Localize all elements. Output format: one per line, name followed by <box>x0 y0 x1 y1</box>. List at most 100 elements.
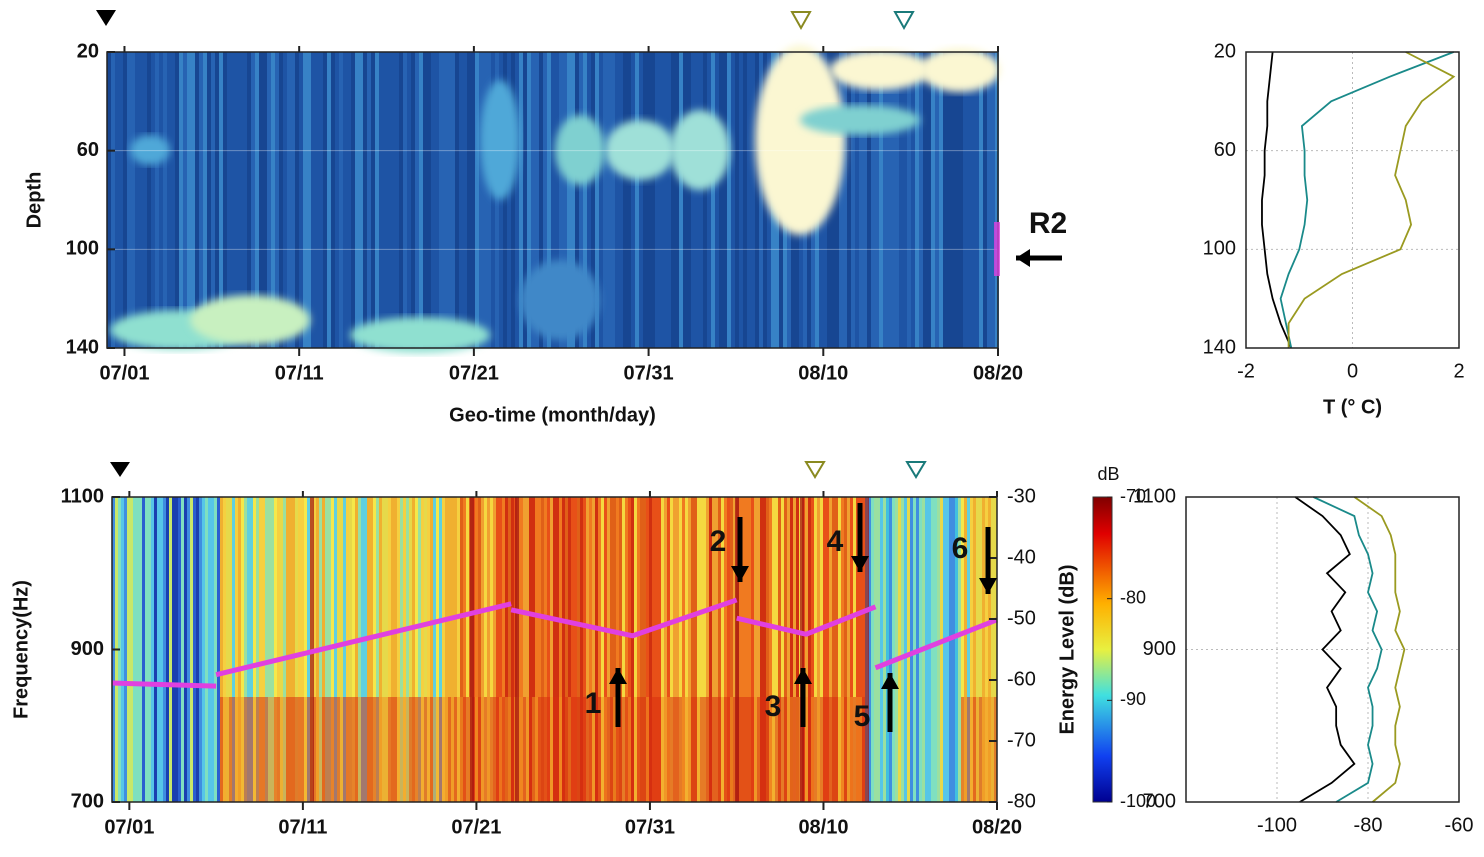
heatmap-cell <box>334 697 337 802</box>
heatmap-cell <box>835 497 838 802</box>
heatmap-cell <box>443 52 447 348</box>
heatmap-cell <box>655 497 658 802</box>
annotation-arrowhead <box>979 578 997 594</box>
heatmap-cell <box>721 697 724 802</box>
annotation: 4 <box>827 525 844 558</box>
heatmap-cell <box>217 497 220 802</box>
heatmap-cell <box>430 697 433 802</box>
heatmap-cell <box>274 697 277 802</box>
heatmap-cell <box>349 497 352 802</box>
heatmap-cell <box>967 497 970 802</box>
heatmap-cell <box>319 52 323 348</box>
heatmap-cell <box>733 497 736 802</box>
heatmap-cell <box>130 497 133 802</box>
heatmap-cell <box>937 497 940 802</box>
heatmap-cell <box>667 697 670 802</box>
heatmap-cell <box>910 497 913 802</box>
heatmap-cell <box>131 52 135 348</box>
heatmap-cell <box>559 52 563 348</box>
heatmap-cell <box>292 697 295 802</box>
heatmap-cell <box>829 497 832 802</box>
heatmap-cell <box>971 52 975 348</box>
heatmap-cell <box>778 697 781 802</box>
heatmap-cell <box>388 497 391 802</box>
heatmap-cell <box>178 497 181 802</box>
heatmap-cell <box>735 52 739 348</box>
heatmap-cell <box>664 497 667 802</box>
heatmap-patch <box>755 45 845 235</box>
heatmap-cell <box>459 52 463 348</box>
heatmap-cell <box>232 697 235 802</box>
heatmap-cell <box>652 497 655 802</box>
heatmap-cell <box>649 497 652 802</box>
heatmap-cell <box>927 52 931 348</box>
heatmap-cell <box>628 697 631 802</box>
heatmap-cell <box>247 497 250 802</box>
y-tick-label: 100 <box>1203 238 1236 260</box>
heatmap-cell <box>535 52 539 348</box>
heatmap-cell <box>250 497 253 802</box>
heatmap-cell <box>265 497 268 802</box>
x-tick-label: 07/31 <box>624 362 674 384</box>
heatmap-cell <box>682 697 685 802</box>
heatmap-cell <box>397 697 400 802</box>
heatmap-cell <box>418 497 421 802</box>
heatmap-cell <box>991 697 994 802</box>
heatmap-cell <box>805 697 808 802</box>
heatmap-cell <box>847 497 850 802</box>
heatmap-cell <box>979 697 982 802</box>
heatmap-cell <box>667 52 671 348</box>
heatmap-cell <box>619 52 623 348</box>
heatmap-cell <box>688 697 691 802</box>
plot-frame <box>1185 496 1460 803</box>
heatmap-cell <box>499 52 503 348</box>
heatmap-cell <box>467 52 471 348</box>
heatmap-cell <box>343 497 346 802</box>
heatmap-cell <box>307 697 310 802</box>
x-tick-label: 07/31 <box>625 816 675 838</box>
heatmap-cell <box>694 497 697 802</box>
heatmap-cell <box>598 497 601 802</box>
heatmap-cell <box>610 697 613 802</box>
heatmap-cell <box>823 697 826 802</box>
x-tick-label: 07/11 <box>275 362 324 384</box>
heatmap-cell <box>730 697 733 802</box>
heatmap-cell <box>733 697 736 802</box>
heatmap-cell <box>862 497 865 802</box>
heatmap-cell <box>847 52 851 348</box>
heatmap-cell <box>358 497 361 802</box>
heatmap-cell <box>555 52 559 348</box>
annotation: 6 <box>952 532 969 565</box>
colorbar-tick-label: -100 <box>1120 791 1156 811</box>
heatmap-cell <box>407 52 411 348</box>
heatmap-cell <box>598 697 601 802</box>
heatmap-cell <box>226 497 229 802</box>
heatmap-cell <box>274 497 277 802</box>
y2-tick-label: -60 <box>1007 668 1036 690</box>
heatmap-cell <box>232 497 235 802</box>
heatmap-cell <box>268 497 271 802</box>
heatmap-cell <box>995 52 999 348</box>
heatmap-cell <box>451 52 455 348</box>
heatmap-cell <box>742 697 745 802</box>
heatmap-cell <box>167 52 171 348</box>
heatmap-cell <box>961 697 964 802</box>
heatmap-cell <box>664 697 667 802</box>
heatmap-cell <box>743 52 747 348</box>
heatmap-cell <box>775 497 778 802</box>
heatmap-cell <box>703 497 706 802</box>
heatmap-cell <box>787 497 790 802</box>
heatmap-cell <box>751 497 754 802</box>
heatmap-cell <box>784 697 787 802</box>
heatmap-cell <box>121 497 124 802</box>
heatmap-cell <box>457 697 460 802</box>
heatmap-cell <box>275 52 279 348</box>
heatmap-cell <box>943 497 946 802</box>
heatmap-streak <box>800 497 804 802</box>
heatmap-cell <box>241 497 244 802</box>
heatmap-cell <box>671 52 675 348</box>
heatmap-cell <box>592 697 595 802</box>
heatmap-cell <box>184 497 187 802</box>
y2-tick-label: -80 <box>1007 790 1036 812</box>
profile-line <box>1287 51 1456 348</box>
